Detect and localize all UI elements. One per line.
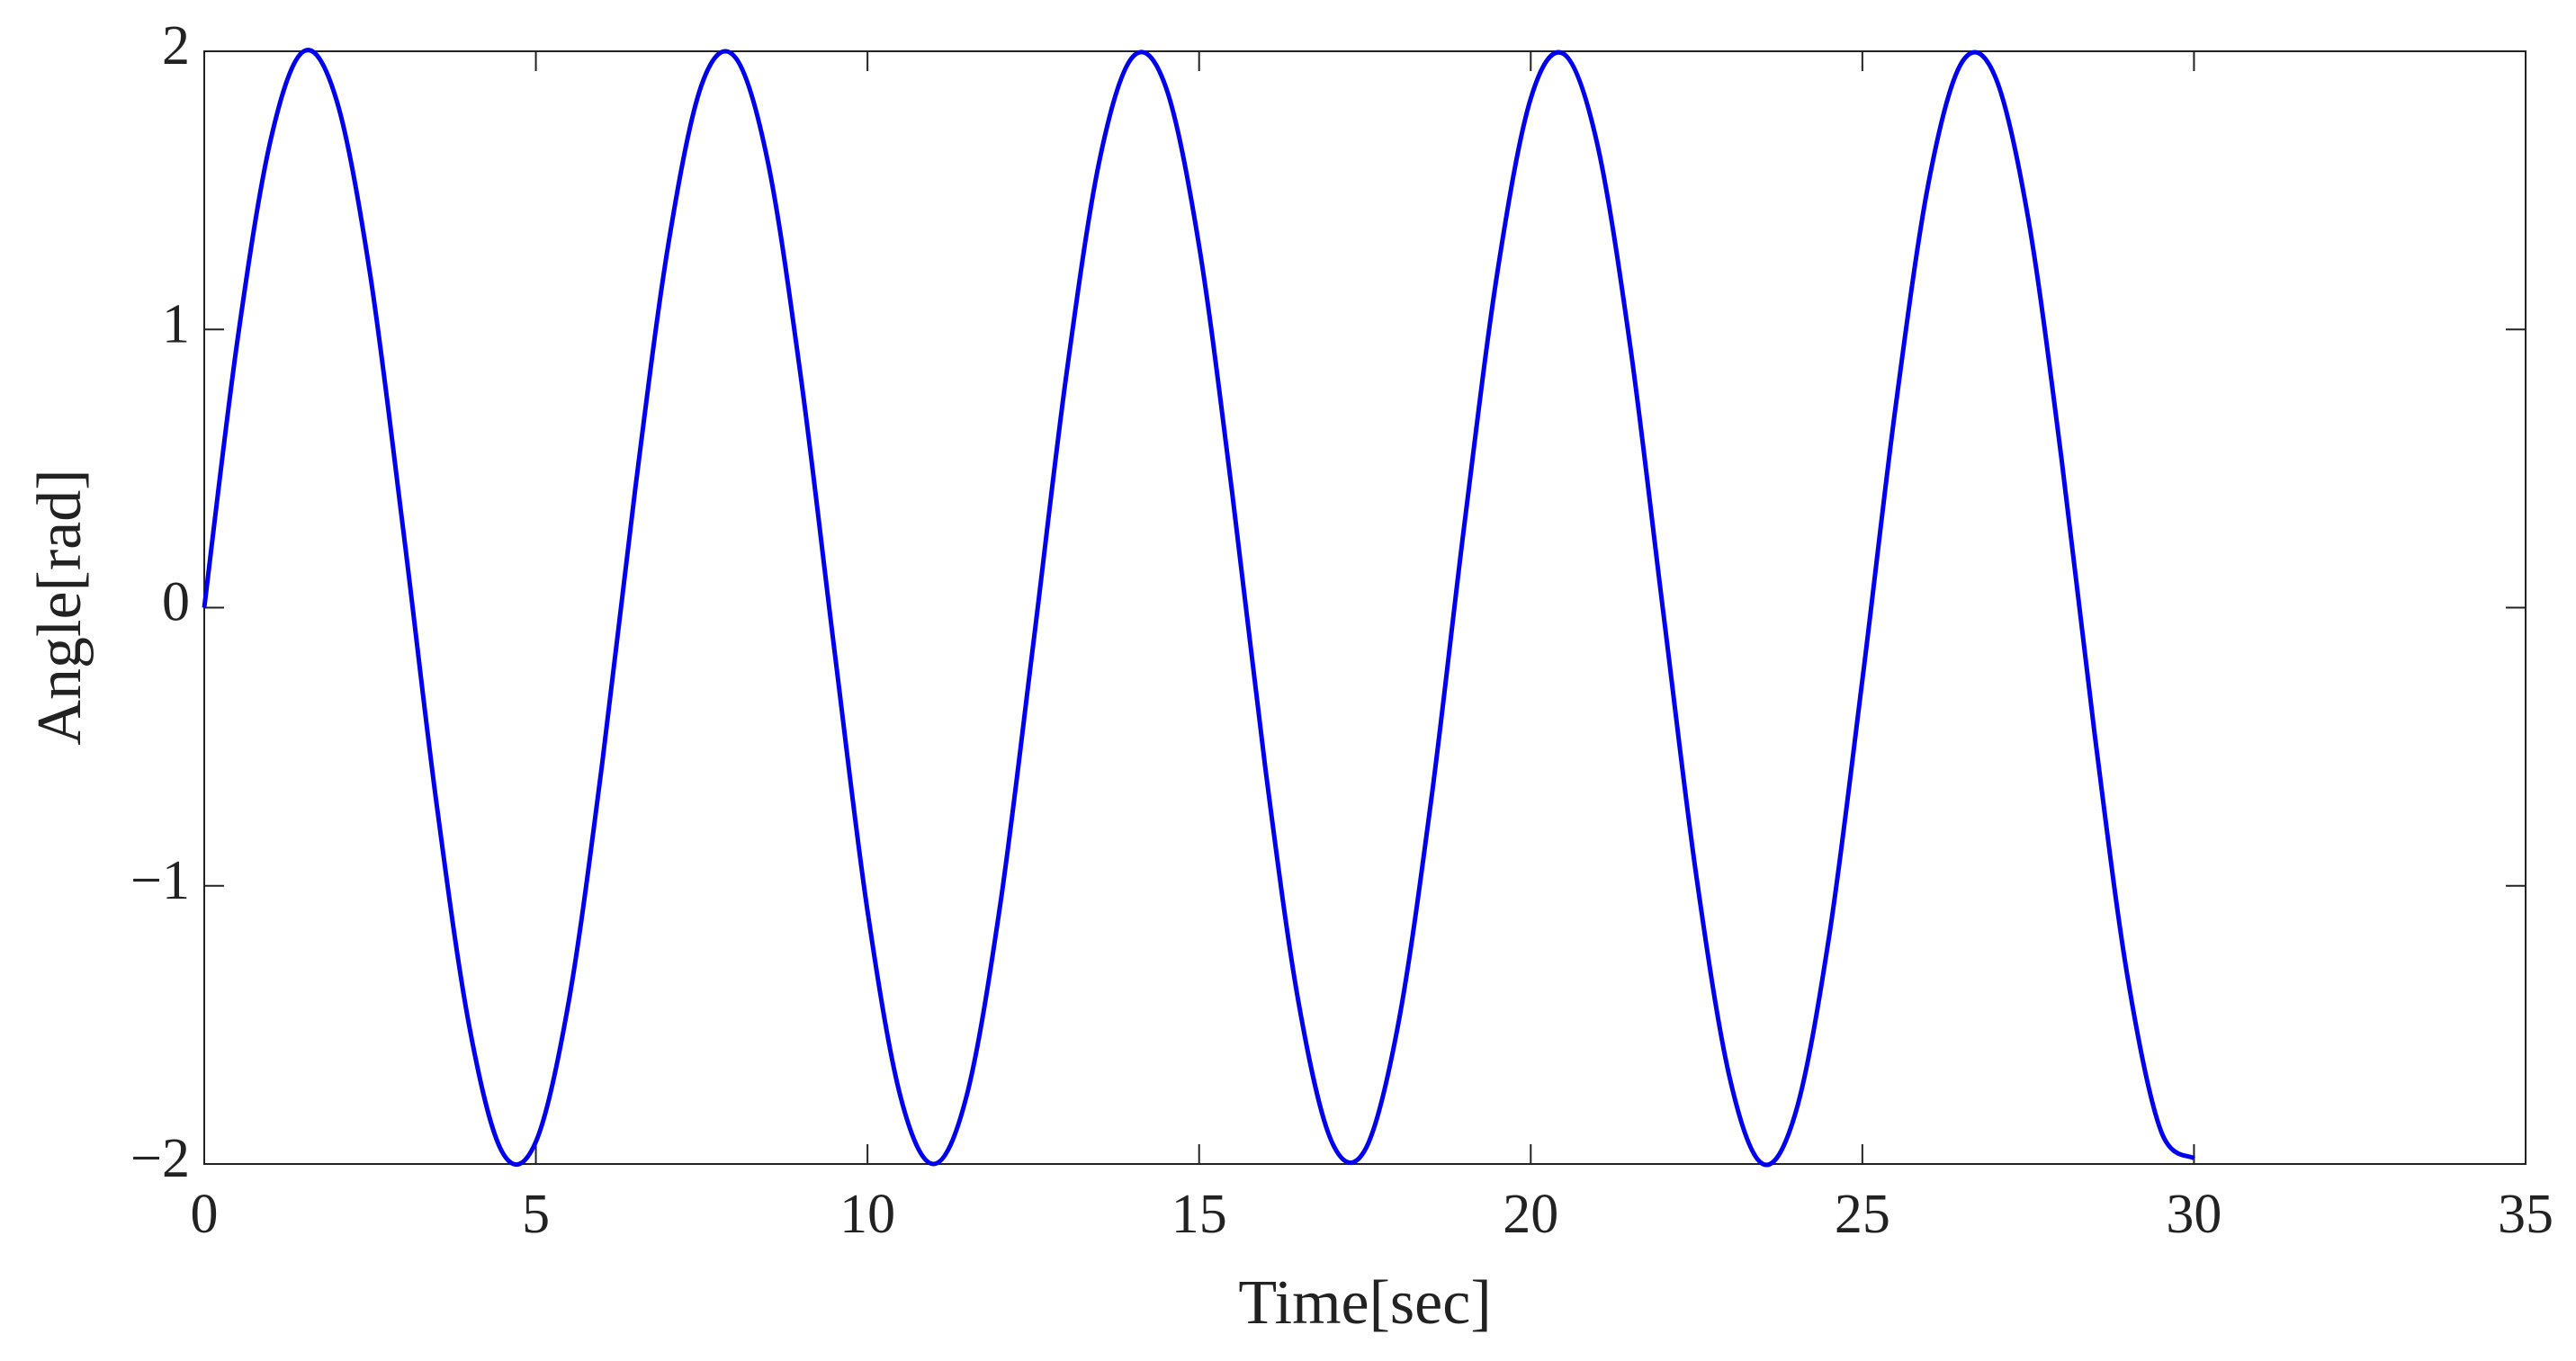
x-tick-label: 5 xyxy=(522,1184,550,1245)
y-tick-label: −2 xyxy=(130,1128,190,1189)
y-tick-label: 0 xyxy=(162,572,190,633)
y-tick-label: 2 xyxy=(162,15,190,76)
x-tick-label: 20 xyxy=(1503,1184,1558,1245)
plot-frame xyxy=(203,50,2527,1165)
x-tick-label: 15 xyxy=(1171,1184,1227,1245)
y-tick-label: −1 xyxy=(130,850,190,911)
x-axis-label: Time[sec] xyxy=(1238,1268,1491,1338)
x-tick-label: 35 xyxy=(2498,1184,2554,1245)
data-line xyxy=(202,48,2196,1168)
x-tick-label: 30 xyxy=(2166,1184,2221,1245)
x-tick-label: 10 xyxy=(839,1184,895,1245)
x-tick-label: 0 xyxy=(191,1184,219,1245)
y-axis-label: Angle[rad] xyxy=(25,469,94,745)
y-tick-label: 1 xyxy=(162,293,190,354)
x-tick-label: 25 xyxy=(1835,1184,1890,1245)
